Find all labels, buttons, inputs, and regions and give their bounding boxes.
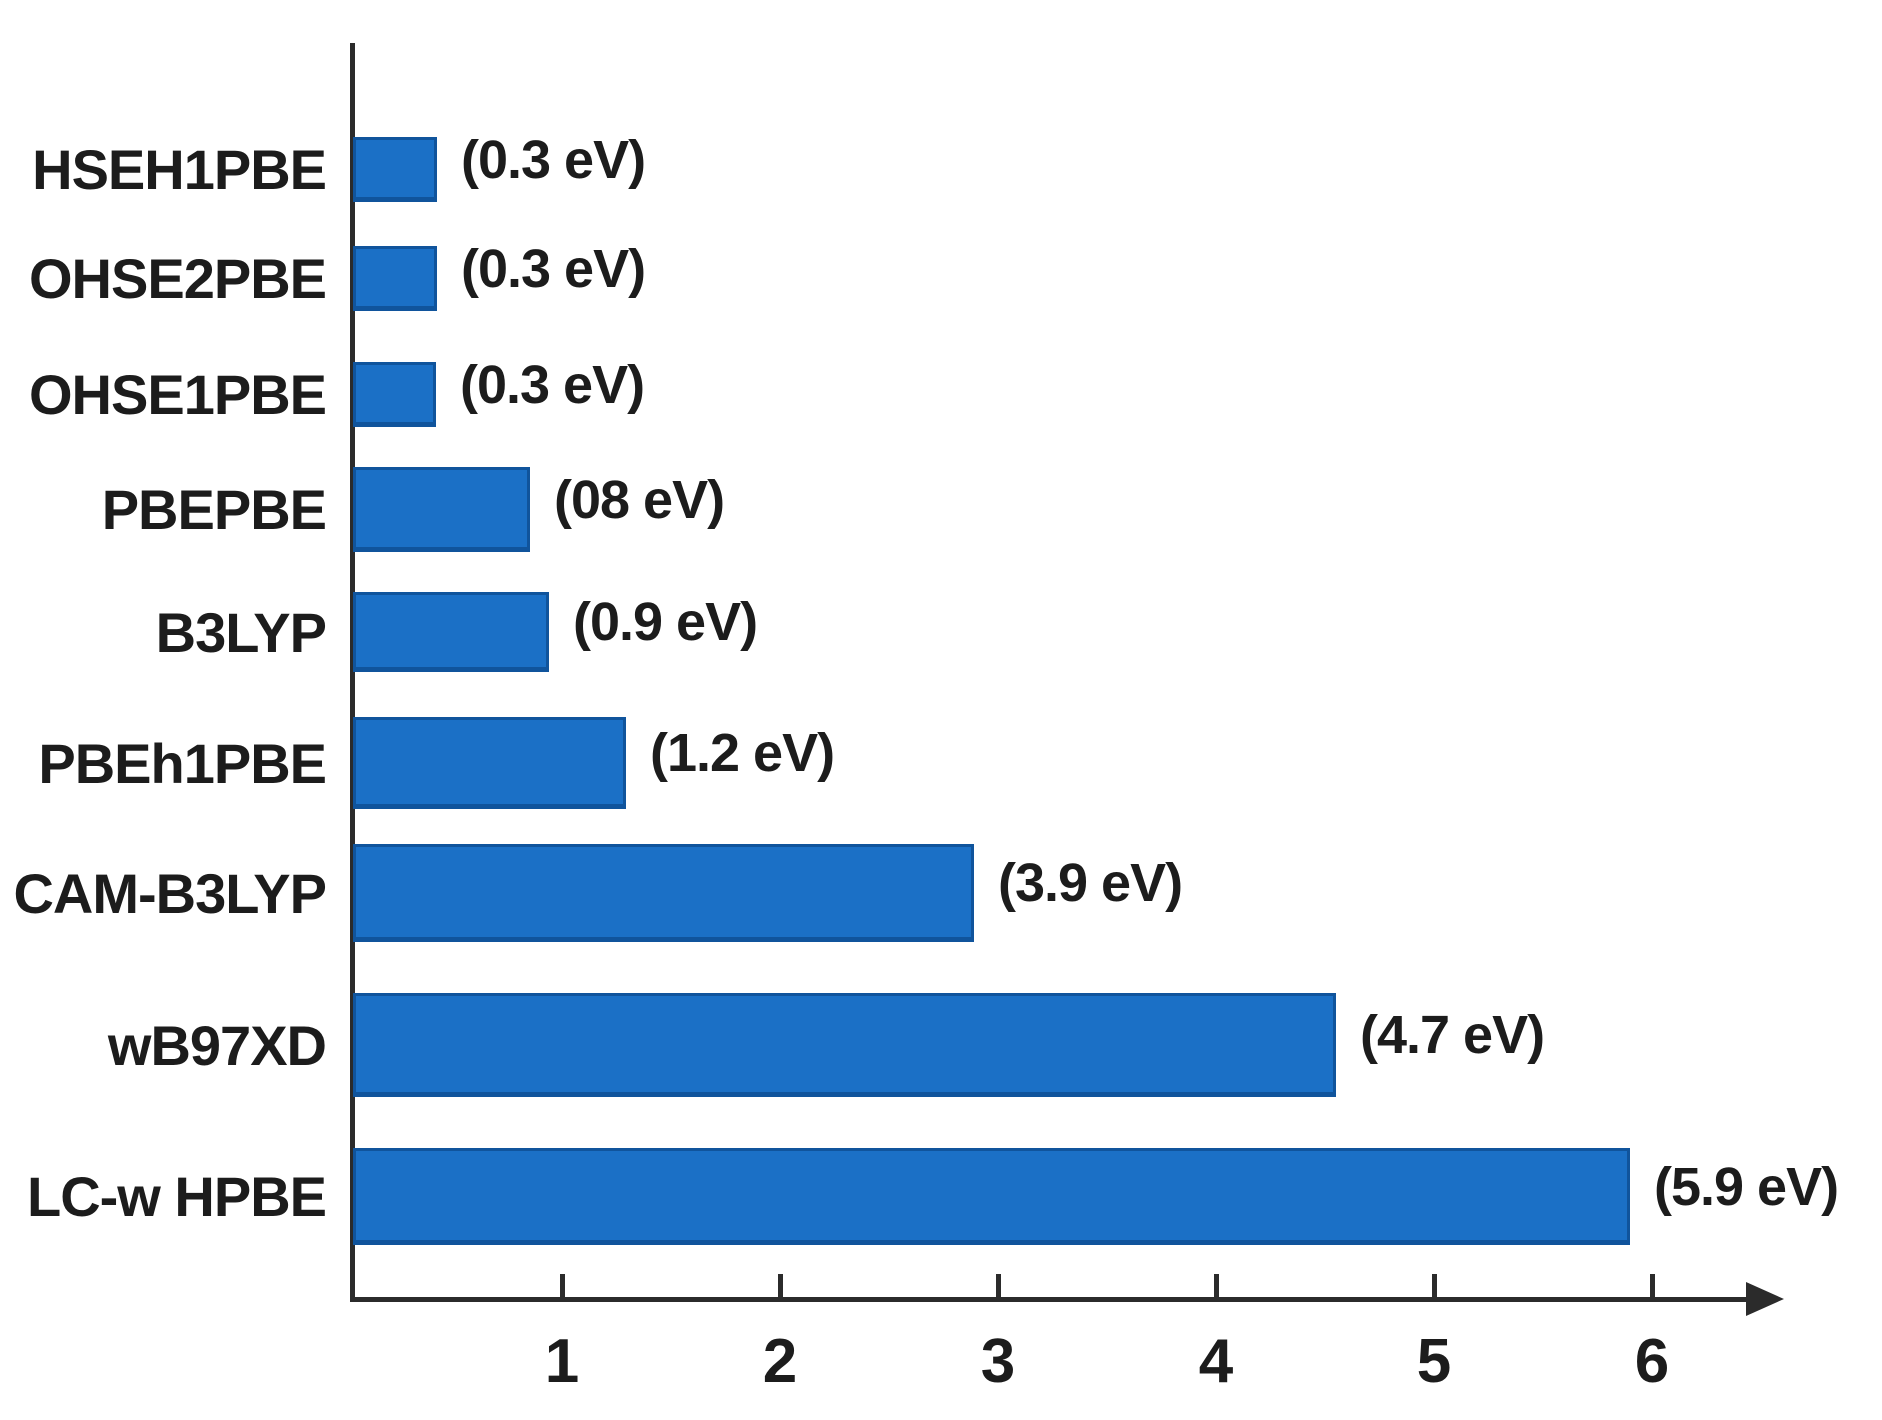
- category-label-hseh1pbe: HSEH1PBE: [32, 138, 327, 201]
- x-axis-tick-3: [996, 1274, 1001, 1299]
- category-label-ohse1pbe: OHSE1PBE: [29, 363, 327, 426]
- category-label-lc-w-hpbe: LC-w HPBE: [27, 1165, 327, 1228]
- x-axis-tick-6: [1650, 1274, 1655, 1299]
- x-axis-tick-label-1: 1: [544, 1327, 580, 1396]
- x-axis-tick-label-5: 5: [1416, 1327, 1452, 1396]
- x-axis-tick-label-3: 3: [980, 1327, 1016, 1396]
- x-axis-tick-label-2: 2: [762, 1327, 798, 1396]
- x-axis-tick-2: [778, 1274, 783, 1299]
- value-label-pbeh1pbe: (1.2 eV): [650, 723, 835, 783]
- bar-cam-b3lyp: [353, 844, 974, 942]
- x-axis-tick-1: [560, 1274, 565, 1299]
- category-label-ohse2pbe: OHSE2PBE: [29, 247, 327, 310]
- x-axis-tick-label-4: 4: [1198, 1327, 1234, 1396]
- bar-lc-w-hpbe: [353, 1148, 1630, 1245]
- x-axis-tick-4: [1214, 1274, 1219, 1299]
- x-axis-tick-label-6: 6: [1634, 1327, 1670, 1396]
- category-label-b3lyp: B3LYP: [155, 600, 327, 664]
- bar-pbepbe: [353, 467, 530, 552]
- value-label-b3lyp: (0.9 eV): [573, 592, 758, 652]
- category-label-pbeh1pbe: PBEh1PBE: [38, 731, 327, 795]
- category-label-pbepbe: PBEPBE: [101, 478, 327, 541]
- value-label-lc-w-hpbe: (5.9 eV): [1654, 1156, 1839, 1217]
- value-label-hseh1pbe: (0.3 eV): [461, 129, 646, 190]
- value-label-wb97xd: (4.7 eV): [1360, 1005, 1545, 1065]
- bar-ohse2pbe: [353, 246, 437, 311]
- bar-hseh1pbe: [353, 137, 437, 202]
- value-label-ohse2pbe: (0.3 eV): [461, 238, 646, 299]
- category-label-wb97xd: wB97XD: [107, 1013, 327, 1077]
- bar-b3lyp: [353, 592, 549, 672]
- value-label-cam-b3lyp: (3.9 eV): [998, 853, 1183, 913]
- bar-ohse1pbe: [353, 362, 436, 427]
- category-label-cam-b3lyp: CAM-B3LYP: [13, 861, 327, 925]
- value-label-ohse1pbe: (0.3 eV): [460, 354, 645, 415]
- x-axis-arrowhead-icon: [1746, 1282, 1784, 1316]
- y-axis-line: [350, 43, 355, 1302]
- bar-pbeh1pbe: [353, 717, 626, 809]
- value-label-pbepbe: (08 eV): [554, 469, 725, 530]
- bar-wb97xd: [353, 993, 1336, 1097]
- x-axis-tick-5: [1432, 1274, 1437, 1299]
- x-axis-line: [350, 1297, 1755, 1302]
